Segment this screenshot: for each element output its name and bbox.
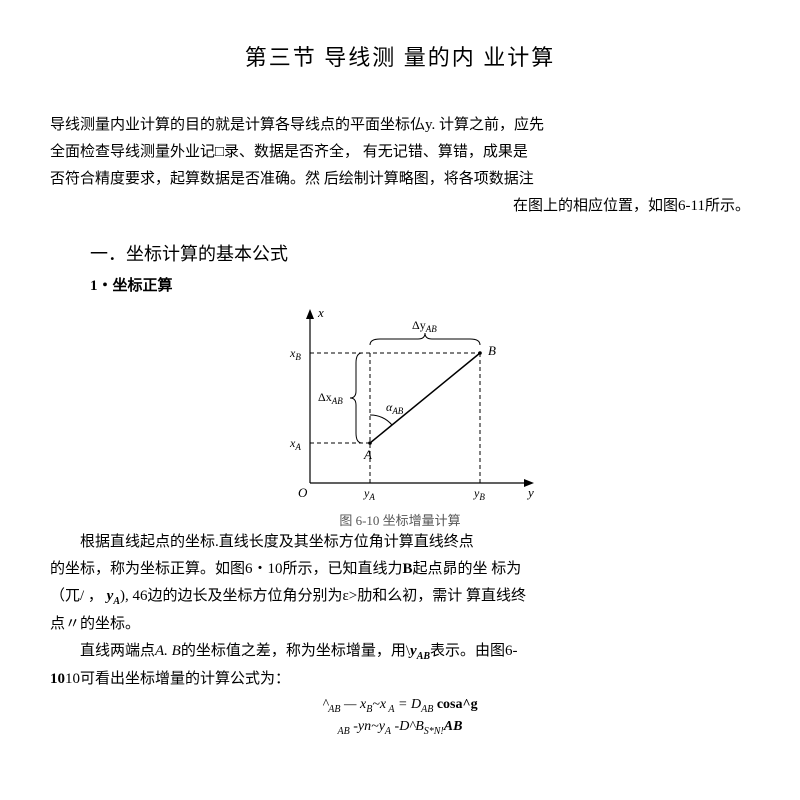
xA-label: xA xyxy=(289,436,301,452)
intro-line-3: 否符合精度要求，起算数据是否准确。然 后绘制计算略图，将各项数据注 xyxy=(50,166,750,193)
yA-inline: yA xyxy=(107,588,120,604)
figure-caption: 图 6-10 坐标增量计算 xyxy=(50,510,750,529)
heading-1: 一．坐标计算的基本公式 xyxy=(90,240,750,266)
intro-line-1: 导线测量内业计算的目的就是计算各导线点的平面坐标仏y. 计算之前，应先 xyxy=(50,112,750,139)
body-line-2: 的坐标，称为坐标正算。如图6・10所示，已知直线力B起点昴的坐 标为 xyxy=(50,556,750,583)
alpha-label: αAB xyxy=(386,400,404,416)
body-line-4: 点〃的坐标。 xyxy=(50,611,750,638)
yAB-inline: yAB xyxy=(410,643,430,659)
coord-diagram: x y O A B xA xB yA yB ΔxAB ΔyA xyxy=(250,303,550,503)
axis-y-label: y xyxy=(526,485,534,500)
intro-line-2: 全面检查导线测量外业记□录、数据是否齐全， 有无记错、算错，成果是 xyxy=(50,139,750,166)
intro-text-4: 在图上的相应位置，如图6-11所示。 xyxy=(513,198,750,214)
bold-B: B xyxy=(403,561,413,577)
intro-line-4: 在图上的相应位置，如图6-11所示。 xyxy=(50,193,750,220)
body-line-3: （兀/ ， yA), 46边的边长及坐标方位角分别为ε>肋和么初，需计 算直线终 xyxy=(50,583,750,611)
dy-label: ΔyAB xyxy=(412,318,437,334)
yA-label: yA xyxy=(363,486,375,502)
equation-1: ^AB — xB~x A = DAB cosa^g xyxy=(50,697,750,715)
origin-label: O xyxy=(298,485,308,500)
axis-x-label: x xyxy=(317,305,324,320)
point-B-label: B xyxy=(488,343,496,358)
point-A-label: A xyxy=(363,447,372,462)
page-title: 第三节 导线测 量的内 业计算 xyxy=(50,40,750,72)
body-line-6: 1010可看出坐标增量的计算公式为： xyxy=(50,666,750,693)
subheading-1: 1・坐标正算 xyxy=(90,274,750,295)
dx-label: ΔxAB xyxy=(318,390,343,406)
xB-label: xB xyxy=(289,346,301,362)
yB-label: yB xyxy=(473,486,485,502)
body-line-1: 根据直线起点的坐标.直线长度及其坐标方位角计算直线终点 xyxy=(50,529,750,556)
equation-2: AB -yn~yA -D^BS*N!AB xyxy=(50,719,750,737)
figure-6-10: x y O A B xA xB yA yB ΔxAB ΔyA xyxy=(50,303,750,529)
body-line-5: 直线两端点A. B的坐标值之差，称为坐标增量，用\yAB表示。由图6- xyxy=(50,638,750,666)
page: 第三节 导线测 量的内 业计算 导线测量内业计算的目的就是计算各导线点的平面坐标… xyxy=(0,0,800,751)
